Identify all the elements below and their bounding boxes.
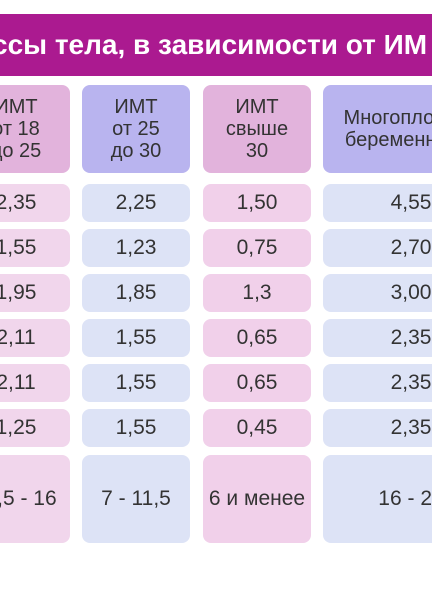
table-cell: 0,65 xyxy=(203,364,311,402)
table-cell: 3,00 xyxy=(323,274,432,312)
table-cell: 2,35 xyxy=(0,184,70,222)
column-header: ИМТ от 25 до 30 xyxy=(82,85,190,173)
table-cell: 1,55 xyxy=(0,229,70,267)
column-header: ИМТ свыше 30 xyxy=(203,85,311,173)
column-header: ИМТ от 18 до 25 xyxy=(0,85,70,173)
title-band xyxy=(0,14,432,76)
table-cell: 1,23 xyxy=(82,229,190,267)
table-cell: 2,11 xyxy=(0,319,70,357)
table-cell: 1,95 xyxy=(0,274,70,312)
title: ссы тела, в зависимости от ИМ xyxy=(0,29,428,60)
table-cell: 2,11 xyxy=(0,364,70,402)
table-cell: 2,70 xyxy=(323,229,432,267)
table-cell: 0,65 xyxy=(203,319,311,357)
table-cell: 11,5 - 16 xyxy=(0,455,70,543)
table-cell: 7 - 11,5 xyxy=(82,455,190,543)
table-cell: 2,35 xyxy=(323,319,432,357)
table-cell: 1,55 xyxy=(82,364,190,402)
table-cell: 1,55 xyxy=(82,319,190,357)
table-cell: 16 - 20 xyxy=(323,455,432,543)
table-cell: 2,35 xyxy=(323,364,432,402)
table-cell: 6 и менее xyxy=(203,455,311,543)
table-cell: 1,50 xyxy=(203,184,311,222)
column-header: Многоплодная беременность xyxy=(323,85,432,173)
table-cell: 1,85 xyxy=(82,274,190,312)
table-cell: 4,55 xyxy=(323,184,432,222)
table-cell: 2,35 xyxy=(323,409,432,447)
table-cell: 0,75 xyxy=(203,229,311,267)
table-cell: 0,45 xyxy=(203,409,311,447)
table-cell: 2,25 xyxy=(82,184,190,222)
table-cell: 1,25 xyxy=(0,409,70,447)
table-cell: 1,3 xyxy=(203,274,311,312)
table-cell: 1,55 xyxy=(82,409,190,447)
